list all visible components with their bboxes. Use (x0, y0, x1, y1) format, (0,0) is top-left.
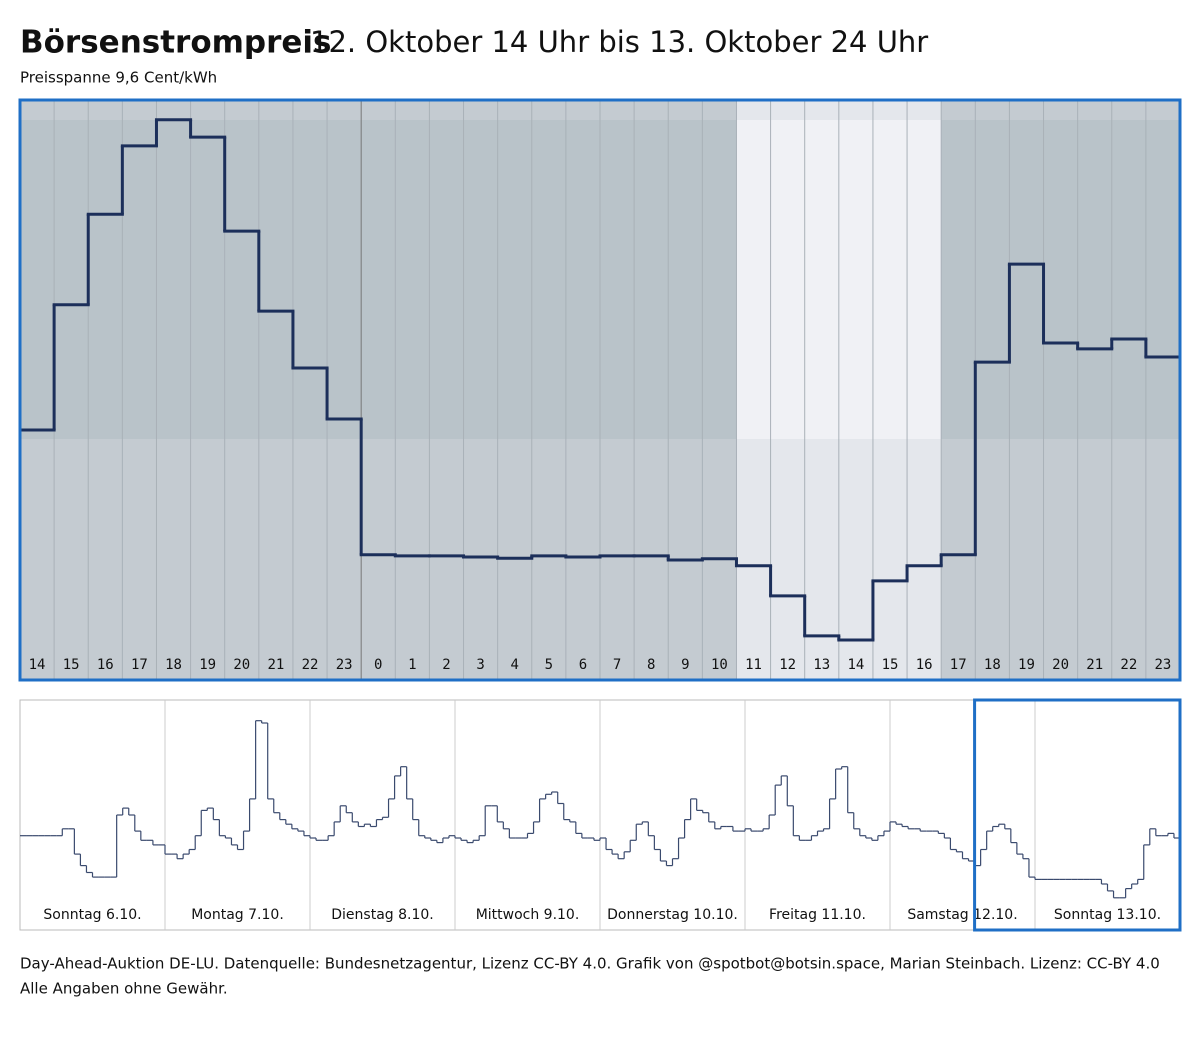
chart-title: 12. Oktober 14 Uhr bis 13. Oktober 24 Uh… (310, 25, 928, 59)
day-label: Montag 7.10. (191, 907, 284, 923)
column-band (1111, 120, 1146, 439)
x-tick-label: 10 (711, 657, 728, 673)
x-tick-label: 0 (374, 657, 382, 673)
highlight-window (973, 698, 1182, 932)
x-tick-label: 18 (984, 657, 1001, 673)
column-band (258, 120, 293, 439)
column-band (122, 120, 157, 439)
column-band (804, 120, 839, 439)
column-band (395, 120, 430, 439)
day-label: Dienstag 8.10. (331, 907, 433, 923)
x-tick-label: 17 (131, 657, 148, 673)
column-band (1145, 120, 1180, 439)
x-tick-label: 17 (950, 657, 967, 673)
x-tick-label: 22 (1120, 657, 1137, 673)
plot-frame (18, 98, 1182, 682)
column-band (668, 120, 703, 439)
column-band (361, 120, 396, 439)
x-tick-label: 11 (745, 657, 762, 673)
x-tick-label: 2 (442, 657, 450, 673)
column-band (838, 120, 873, 439)
column-band (224, 120, 259, 439)
x-tick-label: 5 (545, 657, 553, 673)
x-tick-label: 14 (29, 657, 46, 673)
x-tick-label: 9 (681, 657, 689, 673)
column-band (600, 120, 635, 439)
day-label: Mittwoch 9.10. (476, 907, 580, 923)
x-tick-label: 14 (847, 657, 864, 673)
x-tick-label: 22 (302, 657, 319, 673)
column-band (770, 120, 805, 439)
x-tick-label: 23 (336, 657, 353, 673)
x-tick-label: 7 (613, 657, 621, 673)
column-band (429, 120, 464, 439)
column-band (88, 120, 123, 439)
x-tick-label: 13 (813, 657, 830, 673)
column-band (463, 120, 498, 439)
column-band (156, 120, 191, 439)
column-band (634, 120, 669, 439)
x-tick-label: 20 (1052, 657, 1069, 673)
column-band (1009, 120, 1044, 439)
column-band (565, 120, 600, 439)
x-tick-label: 21 (1086, 657, 1103, 673)
column-band (941, 120, 976, 439)
footer: Alle Angaben ohne Gewähr. (20, 980, 228, 998)
column-band (975, 120, 1010, 439)
x-tick-label: 23 (1155, 657, 1172, 673)
column-band (531, 120, 566, 439)
x-tick-label: 18 (165, 657, 182, 673)
day-label: Sonntag 6.10. (43, 907, 141, 923)
column-band (327, 120, 362, 439)
x-tick-label: 21 (267, 657, 284, 673)
title: Börsenstrompreis (20, 25, 332, 61)
x-tick-label: 12 (779, 657, 796, 673)
column-band (872, 120, 908, 439)
subtitle: Preisspanne 9,6 Cent/kWh (20, 69, 217, 87)
day-label: Freitag 11.10. (769, 907, 866, 923)
x-tick-label: 4 (510, 657, 518, 673)
x-tick-label: 16 (97, 657, 114, 673)
column-band (54, 120, 89, 439)
x-tick-label: 3 (476, 657, 484, 673)
column-band (190, 120, 225, 439)
x-tick-label: 6 (579, 657, 587, 673)
footer: Day-Ahead-Auktion DE-LU. Datenquelle: Bu… (20, 955, 1160, 973)
column-band (292, 120, 328, 439)
main-plot: 14 15 16 17 18 19 20 21 22 23 0 1 2 3 4 5 6 7 8 9 10 11 12 13 14… (18, 98, 1182, 682)
column-band (907, 120, 942, 439)
x-tick-label: 16 (916, 657, 933, 673)
day-label: Donnerstag 10.10. (607, 907, 738, 923)
x-tick-label: 15 (882, 657, 899, 673)
overview-plot: Sonntag 6.10. Montag 7.10. Dienstag 8.10. M… (19, 698, 1182, 932)
column-band (736, 120, 771, 439)
x-tick-label: 20 (233, 657, 250, 673)
x-tick-label: 15 (63, 657, 80, 673)
column-band (702, 120, 737, 439)
column-band (20, 120, 55, 439)
column-band (1077, 120, 1112, 439)
x-tick-label: 1 (408, 657, 416, 673)
x-tick-label: 19 (199, 657, 216, 673)
column-band (497, 120, 532, 439)
day-label: Sonntag 13.10. (1054, 907, 1161, 923)
x-tick-label: 8 (647, 657, 655, 673)
x-tick-label: 19 (1018, 657, 1035, 673)
column-band (1043, 120, 1078, 439)
day-label: Samstag 12.10. (907, 907, 1017, 923)
